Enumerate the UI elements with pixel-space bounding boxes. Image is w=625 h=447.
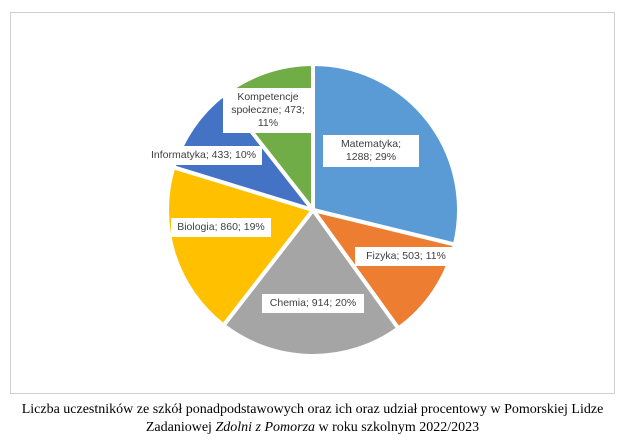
data-label-informatyka: Informatyka; 433; 10% [145,146,262,165]
caption-text-part1: Liczba uczestników ze szkół ponadpodstaw… [21,402,604,435]
caption-text-part2: w roku szkolnym 2022/2023 [315,420,480,435]
chart-area: Matematyka; 1288; 29% Fizyka; 503; 11% Che… [10,12,615,394]
data-label-kompetencje-spoleczne: Kompetencje społeczne; 473; 11% [223,88,313,133]
data-label-chemia: Chemia; 914; 20% [262,294,364,313]
figure-caption: Liczba uczestników ze szkół ponadpodstaw… [0,401,625,437]
pie-slice-chemia [221,208,401,358]
data-label-fizyka: Fizyka; 503; 11% [355,247,457,266]
pie-chart [165,62,461,358]
data-label-matematyka: Matematyka; 1288; 29% [323,135,419,167]
pie-slice-biologia [165,165,315,328]
data-label-biologia: Biologia; 860; 19% [171,218,271,237]
caption-italic-title: Zdolni z Pomorza [215,420,316,435]
